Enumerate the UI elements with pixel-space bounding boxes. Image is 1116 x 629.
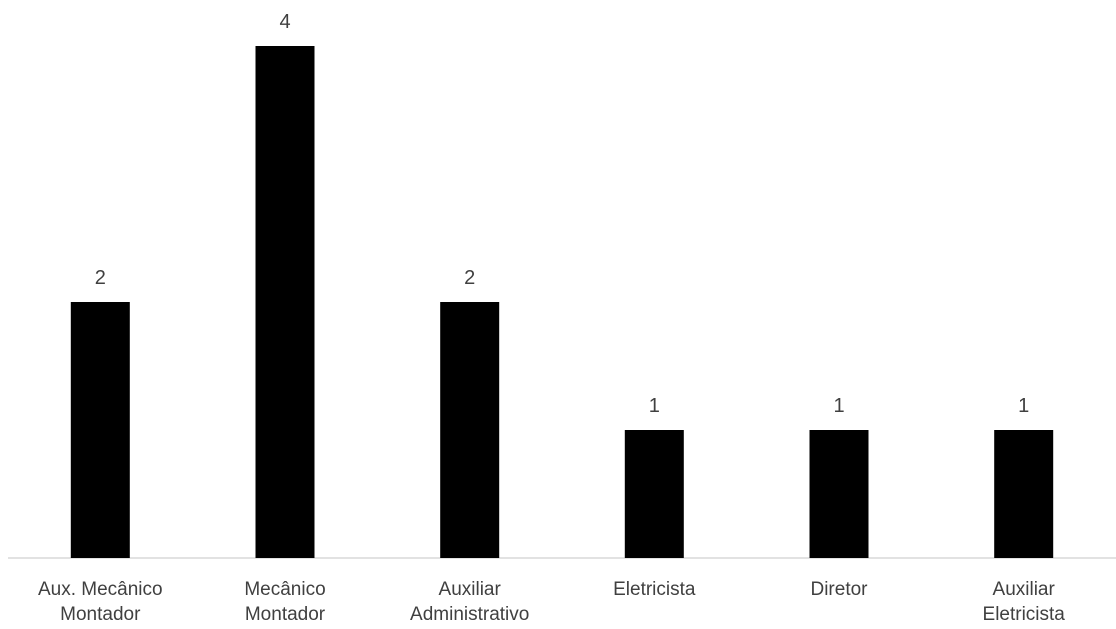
data-label-1: 4 bbox=[279, 11, 290, 33]
category-label-0-line-0: Aux. Mecânico bbox=[38, 579, 163, 600]
category-label-5-line-0: Auxiliar bbox=[993, 579, 1056, 600]
bar-0 bbox=[70, 302, 130, 558]
data-labels-layer: 2 4 2 1 1 1 bbox=[95, 11, 1030, 417]
category-label-1-line-0: Mecânico bbox=[244, 579, 325, 600]
data-label-5: 1 bbox=[1018, 395, 1029, 417]
category-label-2: Auxiliar Administrativo bbox=[410, 579, 529, 625]
category-label-2-line-0: Auxiliar bbox=[439, 579, 502, 600]
category-label-0-line-1: Montador bbox=[60, 604, 141, 625]
category-label-1-line-1: Montador bbox=[245, 604, 326, 625]
category-label-5: Auxiliar Eletricista bbox=[983, 579, 1066, 625]
category-label-0: Aux. Mecânico Montador bbox=[38, 579, 163, 625]
data-label-2: 2 bbox=[464, 267, 475, 289]
category-label-3: Eletricista bbox=[613, 579, 696, 600]
bar-4 bbox=[809, 430, 869, 558]
data-label-3: 1 bbox=[649, 395, 660, 417]
bar-5 bbox=[994, 430, 1054, 558]
category-label-5-line-1: Eletricista bbox=[983, 604, 1066, 625]
category-label-4: Diretor bbox=[810, 579, 868, 600]
category-label-3-line-0: Eletricista bbox=[613, 579, 696, 600]
bar-3 bbox=[624, 430, 684, 558]
data-label-4: 1 bbox=[833, 395, 844, 417]
category-label-4-line-0: Diretor bbox=[810, 579, 868, 600]
bar-2 bbox=[440, 302, 500, 558]
category-label-2-line-1: Administrativo bbox=[410, 604, 529, 625]
bars-layer bbox=[70, 46, 1054, 558]
bar-1 bbox=[255, 46, 315, 558]
category-label-1: Mecânico Montador bbox=[244, 579, 325, 625]
data-label-0: 2 bbox=[95, 267, 106, 289]
